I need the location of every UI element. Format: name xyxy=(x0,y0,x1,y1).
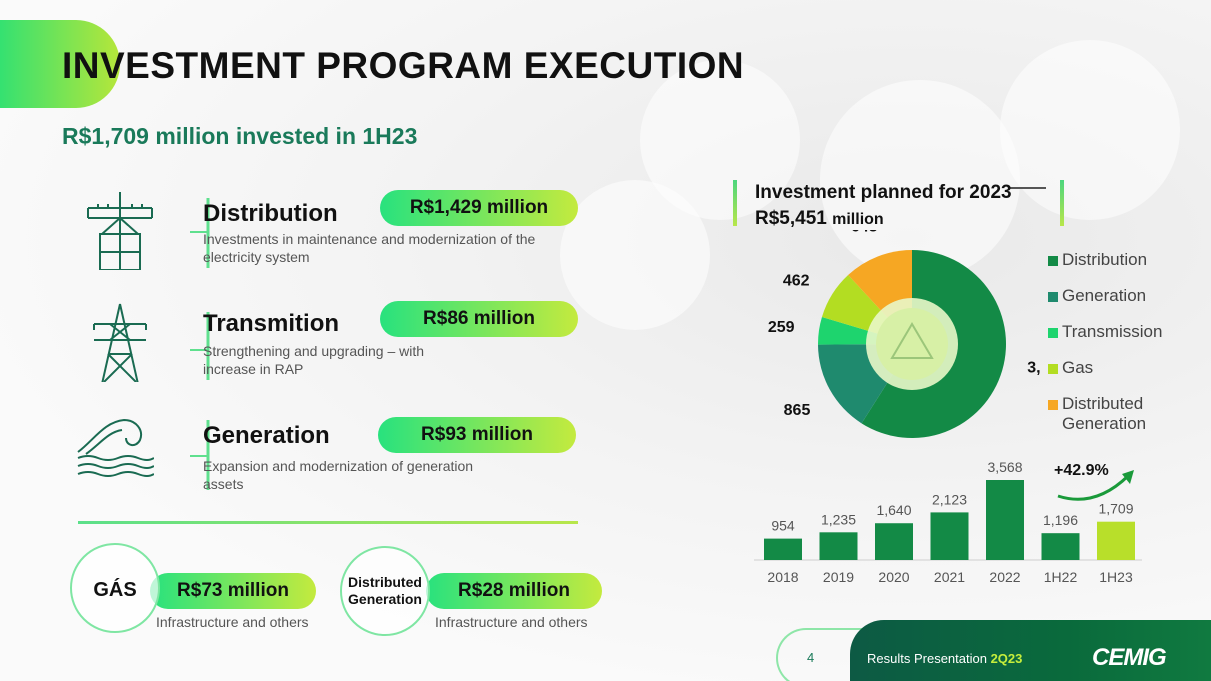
section-divider xyxy=(78,521,578,524)
distributed-generation-badge: Distributed Generation xyxy=(340,546,430,636)
legend-swatch xyxy=(1048,256,1058,266)
bar-chart: 954 2018 1,235 2019 1,640 2020 2,123 2021 3,568 2… xyxy=(754,459,1142,585)
bar-value-label: 2,123 xyxy=(932,491,967,507)
pie-value-label: 648 xyxy=(851,230,878,235)
bar-value-label: 1,709 xyxy=(1098,501,1133,517)
segment-transmission: Transmition Strengthening and upgrading … xyxy=(70,302,590,382)
chart-header-left-bar xyxy=(733,180,737,226)
segment-description: Strengthening and upgrading – with incre… xyxy=(203,343,425,377)
segment-description: Expansion and modernization of generatio… xyxy=(203,458,474,492)
bar-category-label: 2022 xyxy=(989,569,1020,585)
gas-amount-pill: R$73 million xyxy=(150,573,316,609)
gas-badge: GÁS xyxy=(70,543,160,633)
pie-chart-title-line1: Investment planned for 2023 xyxy=(755,182,1012,203)
title-accent-tab xyxy=(0,20,120,108)
chart-header-tick xyxy=(1010,187,1046,189)
bokeh-decoration xyxy=(820,80,1020,280)
bar-2020 xyxy=(875,523,913,560)
legend-label: Distributed Generation xyxy=(1062,394,1147,433)
bar-category-label: 2021 xyxy=(934,569,965,585)
growth-arrow-icon xyxy=(1057,470,1134,501)
bar-2019 xyxy=(819,532,858,560)
badge-line: Distributed xyxy=(348,574,422,590)
segment-bracket xyxy=(190,198,210,268)
footer-period: 2Q23 xyxy=(990,651,1023,666)
legend-item-gas: Gas xyxy=(1048,358,1178,378)
page-number: 4 xyxy=(807,650,815,665)
legend-item-distributed-generation: Distributed Generation xyxy=(1048,394,1178,434)
legend-item-generation: Generation xyxy=(1048,286,1178,306)
segment-bracket xyxy=(190,312,210,380)
legend-swatch xyxy=(1048,364,1058,374)
legend-label: Gas xyxy=(1062,358,1094,377)
pie-center-disc xyxy=(876,308,948,380)
page-subtitle: R$1,709 million invested in 1H23 xyxy=(62,123,418,149)
pie-chart: 3,217 865 259 462 648 xyxy=(768,230,1040,438)
bar-1H22 xyxy=(1041,533,1080,560)
footer-title: Results Presentation xyxy=(867,651,987,666)
cemig-logo: CEMIG xyxy=(1092,644,1167,671)
bar-value-label: 1,640 xyxy=(876,502,911,518)
growth-label: +42.9% xyxy=(1054,462,1109,479)
bar-category-label: 1H23 xyxy=(1099,569,1133,585)
footer-text: Results Presentation 2Q23 xyxy=(867,651,1022,666)
bar-1H23 xyxy=(1097,521,1135,560)
distributed-generation-note: Infrastructure and others xyxy=(435,614,588,630)
bar-category-label: 2019 xyxy=(823,569,854,585)
pie-value-label: 865 xyxy=(784,402,811,419)
legend-label: Distribution xyxy=(1062,250,1148,269)
pie-chart-title-line2: R$5,451 million xyxy=(755,206,1012,233)
legend-item-distribution: Distribution xyxy=(1048,250,1178,270)
legend-swatch xyxy=(1048,400,1058,410)
segment-name: Distribution xyxy=(203,200,338,227)
bar-2021 xyxy=(930,512,969,560)
bar-value-label: 1,235 xyxy=(821,511,856,527)
distributed-generation-amount-pill: R$28 million xyxy=(426,573,602,609)
legend-swatch xyxy=(1048,292,1058,302)
gas-note: Infrastructure and others xyxy=(156,614,309,630)
segment-bracket xyxy=(190,420,210,490)
bar-category-label: 2018 xyxy=(767,569,798,585)
footer-bar xyxy=(850,620,1211,681)
pie-value-label: 462 xyxy=(783,273,810,290)
pie-chart-title: Investment planned for 2023 R$5,451 mill… xyxy=(755,180,1012,233)
segment-name: Transmition xyxy=(203,310,340,337)
page-title: INVESTMENT PROGRAM EXECUTION xyxy=(62,45,745,86)
bar-2022 xyxy=(986,480,1024,560)
segment-generation: Generation Expansion and modernization o… xyxy=(70,412,590,492)
pie-legend: Distribution Generation Transmission Gas… xyxy=(1048,250,1178,450)
chart-header-right-bar xyxy=(1060,180,1064,226)
segment-amount-pill: R$1,429 million xyxy=(380,190,578,226)
bokeh-decoration xyxy=(1000,40,1180,220)
segment-name: Generation xyxy=(203,422,330,449)
bar-value-label: 954 xyxy=(771,518,795,534)
segment-amount-pill: R$86 million xyxy=(380,301,578,337)
badge-line: Generation xyxy=(348,591,422,607)
bar-category-label: 2020 xyxy=(878,569,909,585)
bar-value-label: 1,196 xyxy=(1043,512,1078,528)
legend-label: Generation xyxy=(1062,286,1147,305)
footer-outline xyxy=(776,628,906,681)
pie-value-label: 259 xyxy=(768,319,795,336)
planned-total-unit: million xyxy=(832,211,884,228)
legend-label: Transmission xyxy=(1062,322,1163,341)
center-triangle-icon xyxy=(890,322,934,359)
segment-description: Investments in maintenance and moderniza… xyxy=(203,231,536,265)
transmission-tower-icon xyxy=(93,303,147,382)
planned-total-value: R$5,451 xyxy=(755,208,827,229)
segment-amount-pill: R$93 million xyxy=(378,417,576,453)
bokeh-decoration xyxy=(560,180,710,330)
wave-icon xyxy=(77,418,154,477)
bar-value-label: 3,568 xyxy=(987,459,1022,475)
legend-swatch xyxy=(1048,328,1058,338)
segment-distribution: Distribution Investments in maintenance … xyxy=(70,190,590,270)
pie-value-label: 3,217 xyxy=(1027,360,1040,377)
bar-category-label: 1H22 xyxy=(1044,569,1078,585)
legend-item-transmission: Transmission xyxy=(1048,322,1178,342)
gas-badge-label: GÁS xyxy=(93,579,137,601)
bar-2018 xyxy=(764,538,802,560)
power-pole-icon xyxy=(87,192,153,270)
